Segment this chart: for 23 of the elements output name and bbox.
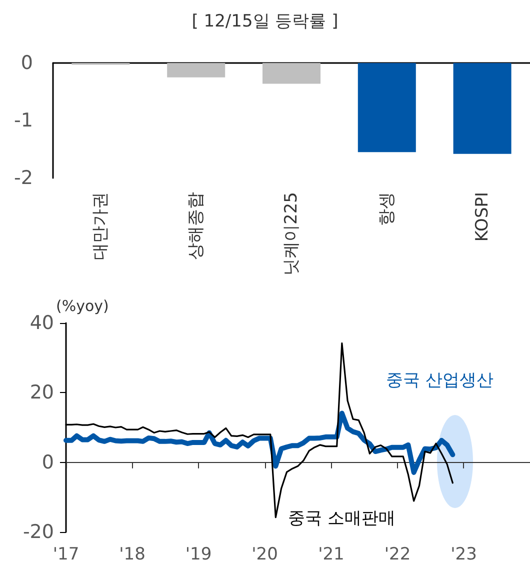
y-tick-label: -1 (14, 110, 33, 132)
x-tick-label: '21 (318, 544, 344, 564)
x-tick-label: '20 (252, 544, 278, 564)
text: 중국 산업생산 (386, 370, 494, 390)
chart-title: [ 12/15일 등락률 ] (192, 12, 338, 32)
x-tick-label: 항셍 (376, 192, 397, 226)
y-tick-label: 40 (30, 312, 54, 334)
x-tick-label: '22 (384, 544, 411, 564)
y-tick-label: -20 (22, 521, 54, 543)
x-tick-label: KOSPI (472, 192, 492, 242)
y-tick-label: 20 (30, 382, 54, 404)
x-tick-label: '19 (185, 544, 212, 564)
y-axis-title: (%yoy) (56, 297, 109, 316)
x-tick-label: 대만가권 (90, 192, 111, 260)
x-tick-label: '23 (450, 544, 477, 564)
x-tick-label: 닛케이225 (282, 192, 302, 276)
x-tick-label: '17 (52, 544, 80, 564)
x-tick-label: 상해종합 (186, 192, 206, 260)
y-tick-label: 0 (42, 451, 54, 474)
series-label: 중국 소매판매 (288, 508, 396, 528)
y-tick-label: -2 (14, 167, 33, 189)
y-tick-label: 0 (20, 52, 33, 74)
x-tick-label: '18 (119, 544, 146, 564)
